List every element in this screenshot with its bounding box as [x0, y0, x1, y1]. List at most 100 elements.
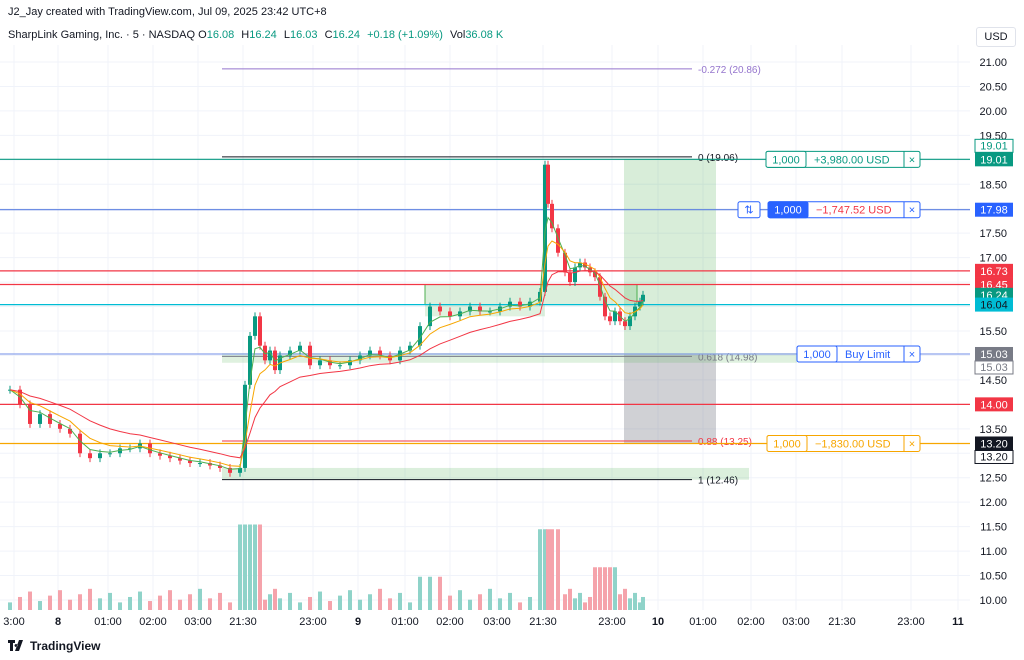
volume-bar: [563, 594, 567, 610]
profit-zone: [624, 159, 716, 354]
candle-body: [448, 311, 452, 317]
volume-bar: [243, 524, 247, 610]
candle-body: [88, 453, 92, 459]
ema-mid-line: [9, 240, 644, 467]
candle-body: [188, 460, 192, 464]
x-axis-tick: 3:00: [3, 616, 24, 628]
volume-bar: [248, 524, 252, 610]
currency-button[interactable]: USD: [976, 27, 1016, 47]
tradingview-logo-icon: [8, 640, 23, 651]
volume-bar: [188, 594, 192, 610]
candle-body: [238, 467, 242, 473]
candle-body: [418, 326, 422, 346]
candle-body: [468, 306, 472, 312]
candle-body: [98, 453, 102, 459]
x-axis-tick: 23:00: [897, 616, 925, 628]
volume-bar: [68, 599, 72, 610]
y-axis-tick: 17.00: [979, 253, 1007, 265]
volume-bar: [208, 598, 212, 610]
close-label: C: [324, 29, 333, 41]
volume-bar: [398, 592, 402, 610]
x-axis-tick: 21:30: [229, 616, 257, 628]
candle-body: [228, 467, 232, 473]
volume-bar: [368, 594, 372, 610]
volume-bar: [578, 592, 582, 610]
volume-bar: [488, 588, 492, 610]
order-qty: 1,000: [772, 154, 800, 166]
volume-bar: [641, 596, 645, 610]
candle-body: [308, 345, 312, 366]
price-tag-label: 17.98: [980, 205, 1008, 217]
change-value: +0.18 (+1.09%): [367, 29, 443, 41]
price-tag-outline-label: 15.03: [980, 362, 1008, 374]
price-tag: [975, 152, 1013, 167]
y-axis-tick: 18.50: [979, 179, 1007, 191]
volume-bar: [378, 588, 382, 610]
volume-bar: [418, 576, 422, 610]
candle-body: [478, 306, 482, 312]
candle-body: [641, 294, 645, 302]
volume-bar: [338, 595, 342, 610]
candle-body: [198, 463, 202, 465]
order-qty-box: [767, 201, 809, 219]
fib-1-zone: [222, 467, 749, 480]
candle-body: [48, 414, 52, 424]
order-close-icon: ×: [909, 438, 915, 450]
volume-bar: [583, 602, 587, 610]
volume-bar: [88, 588, 92, 610]
volume-bar: [468, 599, 472, 610]
volume-label: Vol: [450, 29, 466, 41]
price-tag-label: 16.73: [980, 266, 1008, 278]
candle-body: [428, 306, 432, 327]
high-value: 16.24: [249, 29, 277, 41]
volume-bar: [546, 529, 550, 610]
candle-body: [438, 306, 442, 312]
order-reverse-button[interactable]: [737, 201, 761, 219]
y-axis-tick: 12.00: [979, 497, 1007, 509]
order-qty-box: [766, 434, 808, 452]
candle-body: [508, 301, 512, 307]
ema-fast-line: [9, 216, 644, 470]
symbol-name[interactable]: SharpLink Gaming, Inc. · 5 · NASDAQ: [8, 29, 196, 41]
candle-body: [258, 316, 262, 346]
order-reverse-icon: ⇅: [744, 205, 753, 217]
x-axis-tick: 02:00: [737, 616, 765, 628]
volume-bar: [158, 595, 162, 610]
candle-body: [598, 277, 602, 297]
candle-body: [168, 455, 172, 459]
candle-body: [208, 463, 212, 466]
y-axis-tick: 20.50: [979, 81, 1007, 93]
fib-label: 0.618 (14.98): [698, 352, 758, 363]
x-axis-tick: 21:30: [828, 616, 856, 628]
volume-bar: [178, 599, 182, 610]
price-tag-label: 16.04: [980, 300, 1008, 312]
order-qty-box: [796, 345, 838, 363]
volume-bar: [543, 529, 547, 610]
volume-bar: [428, 576, 432, 610]
volume-bar: [308, 596, 312, 610]
volume-bar: [98, 598, 102, 610]
candle-body: [583, 262, 587, 268]
symbol-legend: SharpLink Gaming, Inc. · 5 · NASDAQ O16.…: [8, 29, 507, 41]
close-value: 16.24: [332, 29, 361, 41]
price-tag-outline: [974, 360, 1014, 375]
volume-bar: [253, 524, 257, 610]
x-axis-tick: 9: [355, 616, 361, 628]
candle-body: [318, 360, 322, 366]
volume-bar: [518, 602, 522, 610]
candle-body: [408, 345, 412, 351]
candle-body: [298, 345, 302, 351]
price-tag-label: 13.20: [980, 438, 1008, 450]
volume-bar: [18, 596, 22, 610]
candle-body: [358, 355, 362, 361]
x-axis-tick: 21:30: [529, 616, 557, 628]
x-axis-tick: 03:00: [184, 616, 212, 628]
price-tag: [975, 297, 1013, 312]
candle-body: [613, 311, 617, 322]
volume-bar: [198, 588, 202, 610]
candle-body: [603, 296, 607, 317]
candle-body: [518, 301, 522, 307]
fib-618-zone: [222, 353, 797, 363]
candle-body: [328, 360, 332, 366]
